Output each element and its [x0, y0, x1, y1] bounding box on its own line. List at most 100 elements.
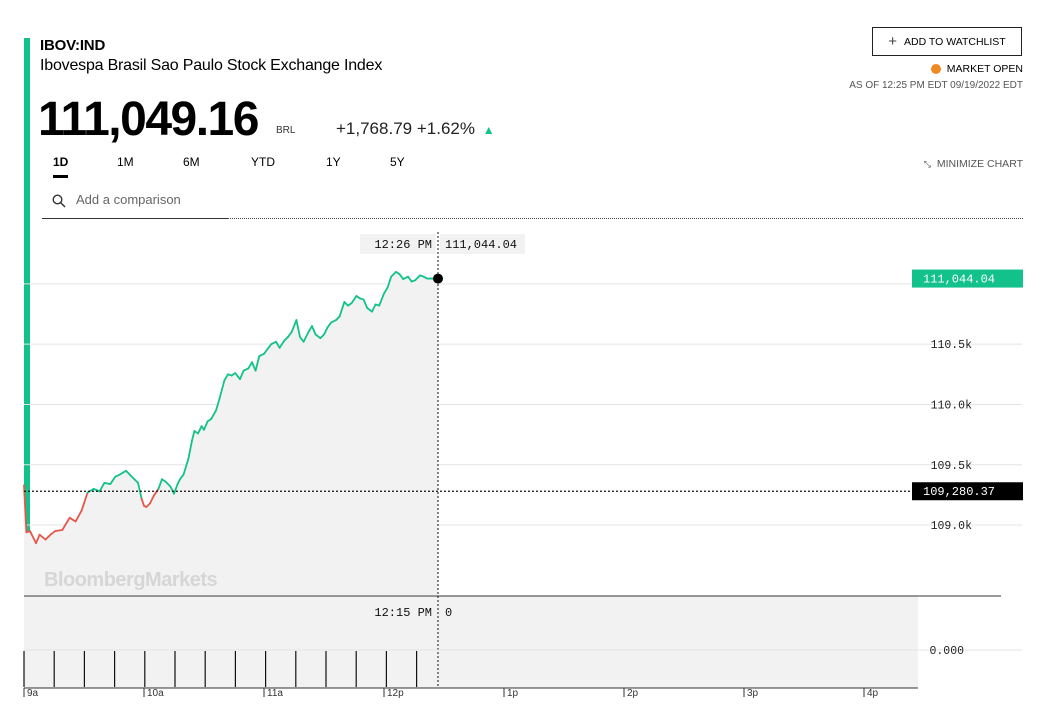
price-line-segment — [302, 331, 310, 343]
price-line-segment — [35, 533, 41, 545]
search-icon — [52, 194, 66, 208]
price-line-segment — [38, 533, 47, 541]
price-line-segment — [414, 274, 421, 282]
price-line-segment — [223, 373, 229, 382]
price-line-segment — [128, 473, 136, 481]
watchlist-label: ADD TO WATCHLIST — [904, 35, 1006, 48]
price-line-segment — [187, 439, 193, 460]
comparison-search — [42, 186, 228, 219]
price-line-segment — [295, 319, 301, 338]
price-line-segment — [140, 497, 145, 507]
price-line-segment — [29, 530, 37, 545]
price-line-segment — [307, 325, 313, 334]
price-line-segment — [323, 326, 329, 336]
minimize-chart-button[interactable]: ⤡ MINIMIZE CHART — [924, 158, 1023, 170]
as-of-timestamp: AS OF 12:25 PM EDT 09/19/2022 EDT — [849, 80, 1023, 91]
price-line-segment — [263, 348, 269, 355]
price-line-segment — [49, 530, 57, 536]
crosshair-time: 12:26 PM — [374, 238, 432, 252]
price-line-segment — [390, 270, 397, 278]
price-line-segment — [119, 469, 127, 476]
price-line-segment — [247, 361, 253, 370]
price-line-segment — [311, 325, 317, 336]
minimize-icon: ⤡ — [923, 159, 931, 169]
price-line-segment — [266, 343, 273, 350]
last-value-tag — [912, 269, 1023, 288]
price-axis-label: 110.0k — [931, 399, 973, 412]
accent-bar — [24, 38, 30, 548]
price-line-segment — [326, 321, 333, 329]
status-dot-icon — [930, 64, 941, 74]
crosshair-value: 111,044.04 — [445, 238, 517, 252]
tooltip-value-bg — [440, 234, 525, 254]
volume-crosshair-time: 12:15 PM — [374, 606, 432, 620]
price-line-segment — [386, 275, 393, 289]
price-change: +1,768.79 +1.62% ▲ — [336, 119, 495, 139]
tab-5y[interactable]: 5Y — [390, 155, 405, 169]
add-to-watchlist-button[interactable]: + ADD TO WATCHLIST — [872, 27, 1022, 56]
market-status-label: MARKET OPEN — [946, 63, 1023, 75]
previous-close-tag — [912, 482, 1023, 501]
price-line-segment — [218, 379, 226, 400]
x-axis-label: 12p — [387, 688, 404, 699]
change-percent: +1.62% — [416, 119, 475, 138]
price-line-segment — [314, 333, 322, 340]
price-line-segment — [362, 298, 369, 309]
price-area — [24, 271, 438, 595]
x-axis-label: 10a — [147, 688, 164, 699]
price-line-segment — [149, 495, 155, 505]
price-line-segment — [239, 369, 245, 381]
market-status: MARKET OPEN — [930, 63, 1023, 75]
comparison-divider — [228, 218, 1023, 219]
price-line-segment — [234, 372, 241, 381]
price-line-segment — [152, 487, 160, 498]
price-line-segment — [173, 483, 179, 495]
price-line-segment — [182, 457, 190, 476]
plus-icon: + — [888, 32, 898, 50]
index-name: Ibovespa Brasil Sao Paulo Stock Exchange… — [40, 57, 383, 74]
price-line-segment — [254, 355, 261, 372]
tab-1m[interactable]: 1M — [117, 155, 134, 169]
tab-1d[interactable]: 1D — [53, 155, 69, 178]
price-line-segment — [290, 319, 298, 334]
comparison-input[interactable] — [74, 191, 228, 208]
price-line-segment — [197, 425, 203, 435]
price-line-segment — [371, 303, 377, 313]
price-line-segment — [407, 275, 413, 283]
tooltip-time-bg — [360, 234, 436, 254]
price-line-segment — [251, 361, 257, 372]
price-line-segment — [98, 481, 106, 493]
volume-crosshair-value: 0 — [445, 606, 452, 620]
price-line-segment — [68, 516, 77, 523]
price-line-segment — [44, 533, 52, 541]
price-line-segment — [383, 286, 389, 295]
price-line-segment — [109, 475, 117, 485]
price-line-segment — [378, 292, 385, 307]
price-line-segment — [179, 473, 185, 481]
currency-label: BRL — [276, 125, 296, 136]
x-axis-label: 1p — [507, 688, 519, 699]
price-line-segment — [23, 484, 28, 534]
volume-panel-bg — [24, 596, 918, 688]
price-line-segment — [137, 481, 143, 500]
price-line-segment — [103, 481, 112, 485]
tab-1y[interactable]: 1Y — [326, 155, 341, 169]
price-line-segment — [164, 480, 172, 488]
x-axis-label: 3p — [747, 688, 759, 699]
current-price: 111,049.16 — [38, 93, 259, 146]
x-axis-label: 11a — [267, 688, 283, 699]
price-line-segment — [275, 340, 281, 349]
tab-6m[interactable]: 6M — [183, 155, 200, 169]
price-line-segment — [215, 397, 221, 412]
price-line-segment — [278, 339, 286, 349]
tooltip-value-bg — [440, 602, 460, 622]
price-line-segment — [366, 307, 373, 313]
tooltip-time-bg — [360, 602, 436, 622]
minimize-label: MINIMIZE CHART — [936, 158, 1023, 170]
price-line-segment — [54, 528, 64, 532]
price-line-segment — [350, 295, 358, 305]
price-line-segment — [74, 509, 83, 523]
tab-ytd[interactable]: YTD — [251, 155, 275, 169]
price-line-segment — [92, 487, 101, 493]
